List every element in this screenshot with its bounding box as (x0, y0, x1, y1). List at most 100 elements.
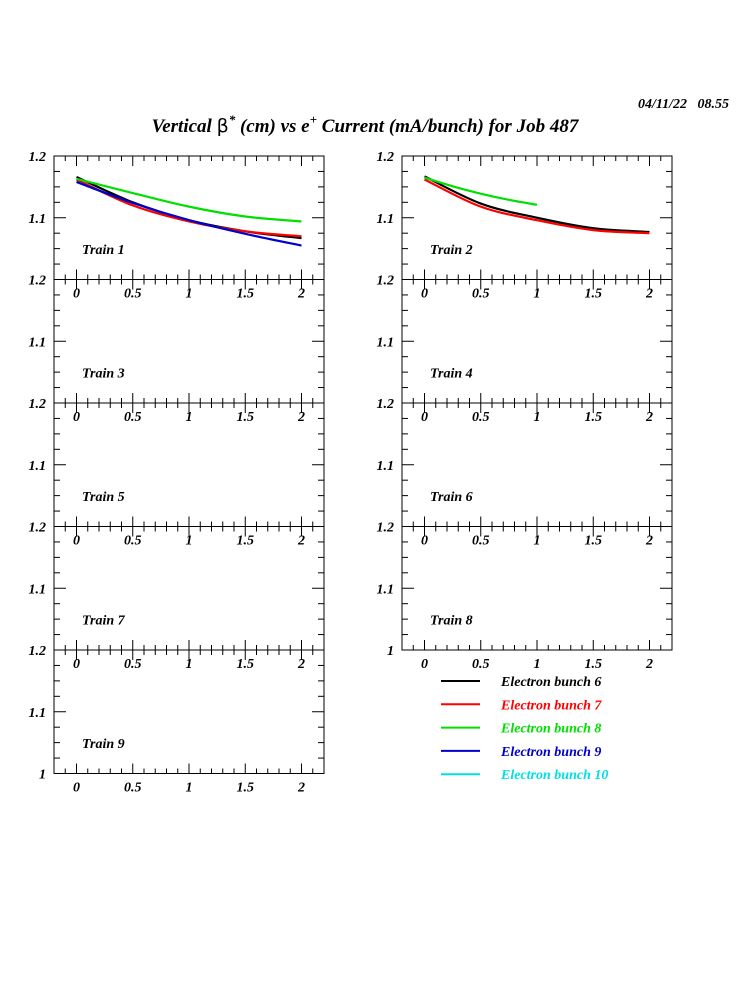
title-star: * (229, 112, 236, 127)
y-tick-label: 1.2 (29, 274, 47, 289)
y-tick-label: 1.1 (29, 459, 47, 474)
x-tick-label: 1 (534, 287, 541, 302)
x-tick-label: 0 (421, 657, 428, 672)
panel-label: Train 3 (82, 367, 125, 382)
x-tick-label: 1 (534, 410, 541, 425)
x-tick-label: 0.5 (472, 657, 490, 672)
legend-label: Electron bunch 9 (500, 745, 601, 760)
x-tick-label: 0.5 (472, 534, 490, 549)
x-tick-label: 2 (645, 657, 653, 672)
x-tick-label: 2 (297, 287, 305, 302)
x-tick-label: 2 (645, 410, 653, 425)
title-mid: (cm) vs e (235, 116, 310, 137)
x-tick-label: 1.5 (237, 781, 255, 796)
x-tick-label: 0.5 (472, 287, 490, 302)
panel-8: 0 0.5 1 1.5 2 1 1.1 1.2 Train 8 (377, 521, 673, 672)
x-tick-label: 0 (421, 534, 428, 549)
panel-label: Train 2 (430, 243, 473, 258)
x-tick-label: 1 (186, 657, 193, 672)
x-tick-label: 1 (186, 534, 193, 549)
x-tick-label: 1.5 (585, 534, 603, 549)
x-tick-label: 0 (73, 410, 80, 425)
x-tick-label: 2 (645, 534, 653, 549)
x-tick-label: 1.5 (237, 534, 255, 549)
x-tick-label: 0.5 (472, 410, 490, 425)
x-tick-label: 1 (534, 534, 541, 549)
title-plus: + (310, 112, 317, 127)
panel-label: Train 1 (82, 243, 125, 258)
y-tick-label: 1.1 (29, 582, 47, 597)
title-prefix: Vertical (152, 116, 217, 137)
series-line-electron-bunch-8 (424, 176, 538, 206)
y-tick-label: 1.2 (377, 274, 395, 289)
y-tick-label: 1.1 (377, 459, 395, 474)
y-tick-label: 1.2 (377, 521, 395, 536)
panels: 0 0.5 1 1.5 2 1.1 1.2 Train 1 0 0.5 1 1.5 2 1.1 1.2 Tra… (29, 150, 673, 796)
panel-2: 0 0.5 1 1.5 2 1.1 1.2 Train 2 (377, 150, 673, 302)
series-line-electron-bunch-7 (76, 178, 302, 238)
series-line-electron-bunch-9 (76, 180, 302, 247)
x-tick-label: 1.5 (237, 410, 255, 425)
panel-frame (53, 155, 325, 280)
series-line-electron-bunch-6 (424, 175, 650, 234)
x-tick-label: 0 (73, 781, 80, 796)
timestamp: 04/11/22 08.55 (638, 97, 729, 112)
x-tick-label: 1.5 (585, 287, 603, 302)
panel-label: Train 7 (82, 614, 126, 629)
y-tick-label: 1.1 (29, 335, 47, 350)
y-tick-label: 1.1 (377, 335, 395, 350)
x-tick-label: 0 (73, 657, 80, 672)
panel-9: 0 0.5 1 1.5 2 1 1.1 1.2 Train 9 (29, 644, 325, 796)
x-tick-label: 1 (186, 287, 193, 302)
y-tick-label: 1.1 (377, 582, 395, 597)
x-tick-label: 2 (297, 657, 305, 672)
x-tick-label: 1.5 (585, 657, 603, 672)
y-tick-label: 1.2 (29, 397, 47, 412)
x-tick-label: 0 (421, 410, 428, 425)
x-tick-label: 0 (73, 534, 80, 549)
y-tick-label: 1.2 (377, 397, 395, 412)
panel-5: 0 0.5 1 1.5 2 1.1 1.2 Train 5 (29, 397, 325, 549)
x-tick-label: 1.5 (237, 287, 255, 302)
x-tick-label: 2 (297, 534, 305, 549)
y-tick-label: 1.2 (377, 150, 395, 165)
series-line-electron-bunch-7 (424, 178, 650, 235)
panel-label: Train 6 (430, 490, 473, 505)
panel-1: 0 0.5 1 1.5 2 1.1 1.2 Train 1 (29, 150, 325, 302)
legend-label: Electron bunch 10 (500, 768, 608, 783)
panel-4: 0 0.5 1 1.5 2 1.1 1.2 Train 4 (377, 274, 673, 425)
x-tick-label: 0.5 (124, 287, 142, 302)
x-tick-label: 0.5 (124, 657, 142, 672)
legend: Electron bunch 6 Electron bunch 7 Electron… (441, 675, 608, 783)
x-tick-label: 2 (297, 781, 305, 796)
x-tick-label: 0 (73, 287, 80, 302)
x-tick-label: 1 (186, 410, 193, 425)
chart-title: Vertical β* (cm) vs e+ Current (mA/bunch… (152, 112, 580, 137)
y-tick-label: 1.2 (29, 521, 47, 536)
x-tick-label: 2 (297, 410, 305, 425)
panel-label: Train 8 (430, 614, 473, 629)
title-suffix: Current (mA/bunch) for Job 487 (317, 116, 580, 137)
title-beta: β (217, 115, 229, 137)
legend-label: Electron bunch 7 (500, 698, 602, 713)
y-tick-label: 1.1 (29, 212, 47, 227)
y-tick-label: 1 (39, 768, 46, 783)
panel-3: 0 0.5 1 1.5 2 1.1 1.2 Train 3 (29, 274, 325, 425)
x-tick-label: 0.5 (124, 534, 142, 549)
legend-label: Electron bunch 6 (500, 675, 601, 690)
x-tick-label: 0.5 (124, 410, 142, 425)
panel-label: Train 5 (82, 490, 125, 505)
y-tick-label: 1 (387, 644, 394, 659)
legend-label: Electron bunch 8 (500, 722, 601, 737)
y-tick-label: 1.2 (29, 644, 47, 659)
x-tick-label: 2 (645, 287, 653, 302)
x-tick-label: 1 (534, 657, 541, 672)
y-tick-label: 1.1 (29, 706, 47, 721)
series-line-electron-bunch-8 (76, 177, 302, 223)
x-tick-label: 0 (421, 287, 428, 302)
y-tick-label: 1.2 (29, 150, 47, 165)
x-tick-label: 0.5 (124, 781, 142, 796)
y-tick-label: 1.1 (377, 212, 395, 227)
panel-label: Train 9 (82, 737, 125, 752)
